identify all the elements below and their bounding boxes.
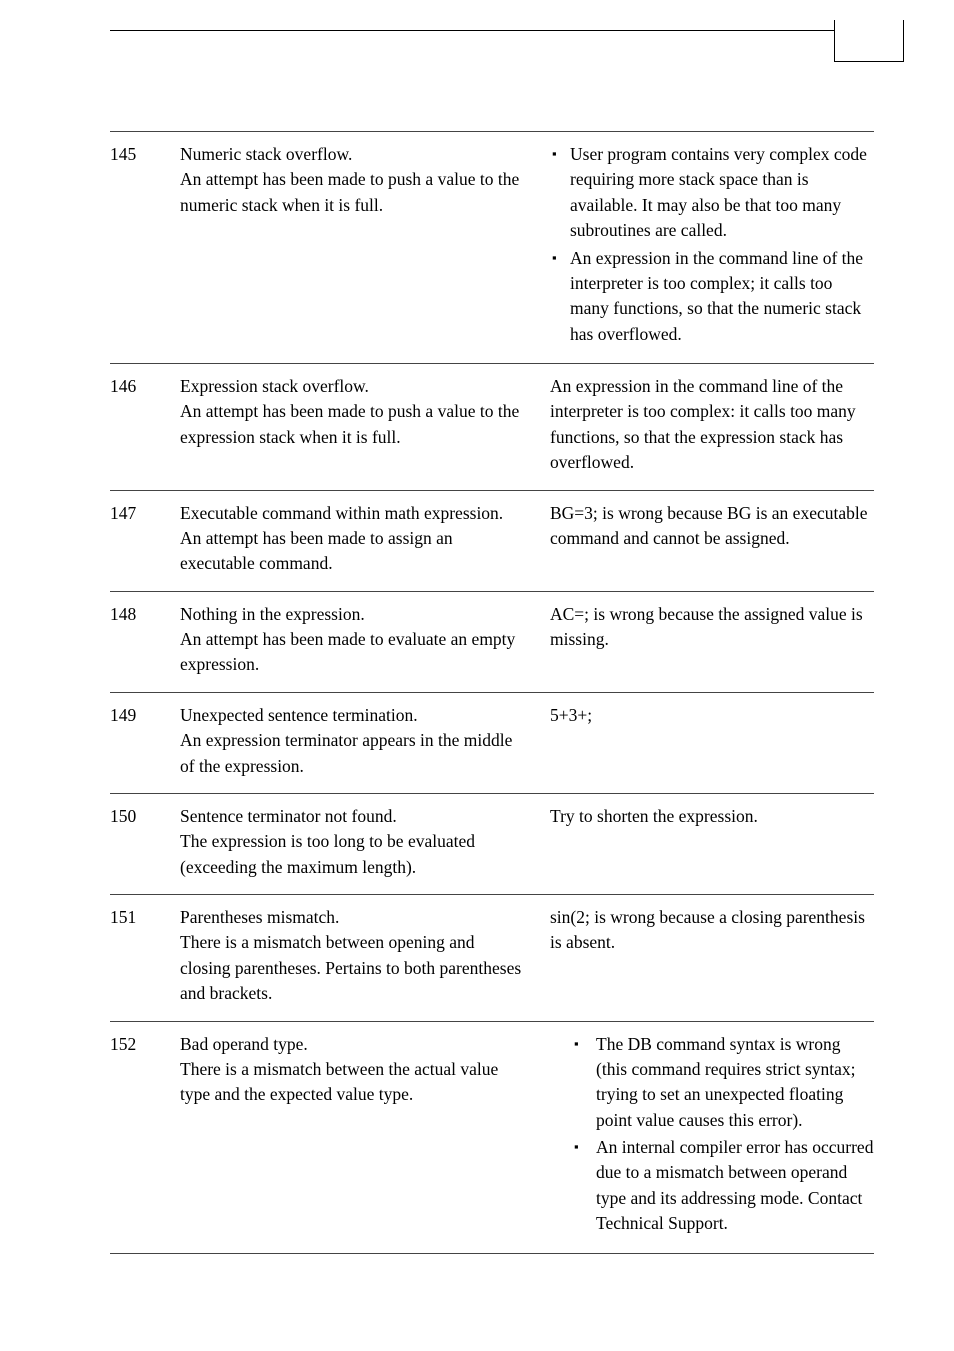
desc-line: Nothing in the expression. — [180, 604, 365, 624]
error-description: Parentheses mismatch. There is a mismatc… — [180, 905, 550, 1007]
error-number: 149 — [110, 703, 180, 779]
table-row: 145 Numeric stack overflow. An attempt h… — [110, 131, 874, 363]
error-number: 148 — [110, 602, 180, 678]
table-row: 152 Bad operand type. There is a mismatc… — [110, 1021, 874, 1254]
desc-line: Expression stack overflow. — [180, 376, 369, 396]
table-row: 148 Nothing in the expression. An attemp… — [110, 591, 874, 692]
error-description: Expression stack overflow. An attempt ha… — [180, 374, 550, 476]
error-number: 152 — [110, 1032, 180, 1239]
error-description: Sentence terminator not found. The expre… — [180, 804, 550, 880]
cause-item: The DB command syntax is wrong (this com… — [572, 1032, 874, 1134]
error-number: 151 — [110, 905, 180, 1007]
error-number: 147 — [110, 501, 180, 577]
desc-line: There is a mismatch between opening and … — [180, 932, 521, 1003]
table-row: 151 Parentheses mismatch. There is a mis… — [110, 894, 874, 1021]
error-table: 145 Numeric stack overflow. An attempt h… — [110, 131, 874, 1254]
desc-line: Executable command within math expressio… — [180, 503, 503, 523]
cause-item: An expression in the command line of the… — [550, 246, 874, 348]
error-cause: 5+3+; — [550, 703, 874, 779]
desc-line: An attempt has been made to push a value… — [180, 401, 519, 446]
error-cause: BG=3; is wrong because BG is an executab… — [550, 501, 874, 577]
error-cause: The DB command syntax is wrong (this com… — [550, 1032, 874, 1239]
desc-line: An attempt has been made to assign an ex… — [180, 528, 453, 573]
error-description: Numeric stack overflow. An attempt has b… — [180, 142, 550, 349]
cause-list: The DB command syntax is wrong (this com… — [550, 1032, 874, 1237]
desc-line: An expression terminator appears in the … — [180, 730, 512, 775]
table-row: 150 Sentence terminator not found. The e… — [110, 793, 874, 894]
error-number: 150 — [110, 804, 180, 880]
desc-line: Sentence terminator not found. — [180, 806, 397, 826]
table-row: 147 Executable command within math expre… — [110, 490, 874, 591]
cause-list: User program contains very complex code … — [550, 142, 874, 347]
error-cause: sin(2; is wrong because a closing parent… — [550, 905, 874, 1007]
desc-line: Numeric stack overflow. — [180, 144, 352, 164]
error-description: Unexpected sentence termination. An expr… — [180, 703, 550, 779]
error-cause: AC=; is wrong because the assigned value… — [550, 602, 874, 678]
error-description: Executable command within math expressio… — [180, 501, 550, 577]
corner-box — [834, 20, 904, 62]
error-cause: User program contains very complex code … — [550, 142, 874, 349]
desc-line: There is a mismatch between the actual v… — [180, 1059, 498, 1104]
cause-item: An internal compiler error has occurred … — [572, 1135, 874, 1237]
page: 145 Numeric stack overflow. An attempt h… — [0, 0, 954, 1351]
top-rule — [110, 30, 874, 31]
error-description: Bad operand type. There is a mismatch be… — [180, 1032, 550, 1239]
table-row: 149 Unexpected sentence termination. An … — [110, 692, 874, 793]
error-description: Nothing in the expression. An attempt ha… — [180, 602, 550, 678]
desc-line: Parentheses mismatch. — [180, 907, 339, 927]
desc-line: Bad operand type. — [180, 1034, 308, 1054]
cause-item: User program contains very complex code … — [550, 142, 874, 244]
table-row: 146 Expression stack overflow. An attemp… — [110, 363, 874, 490]
desc-line: An attempt has been made to evaluate an … — [180, 629, 515, 674]
desc-line: The expression is too long to be evaluat… — [180, 831, 475, 876]
error-cause: An expression in the command line of the… — [550, 374, 874, 476]
error-cause: Try to shorten the expression. — [550, 804, 874, 880]
error-number: 145 — [110, 142, 180, 349]
error-number: 146 — [110, 374, 180, 476]
desc-line: An attempt has been made to push a value… — [180, 169, 519, 214]
desc-line: Unexpected sentence termination. — [180, 705, 418, 725]
